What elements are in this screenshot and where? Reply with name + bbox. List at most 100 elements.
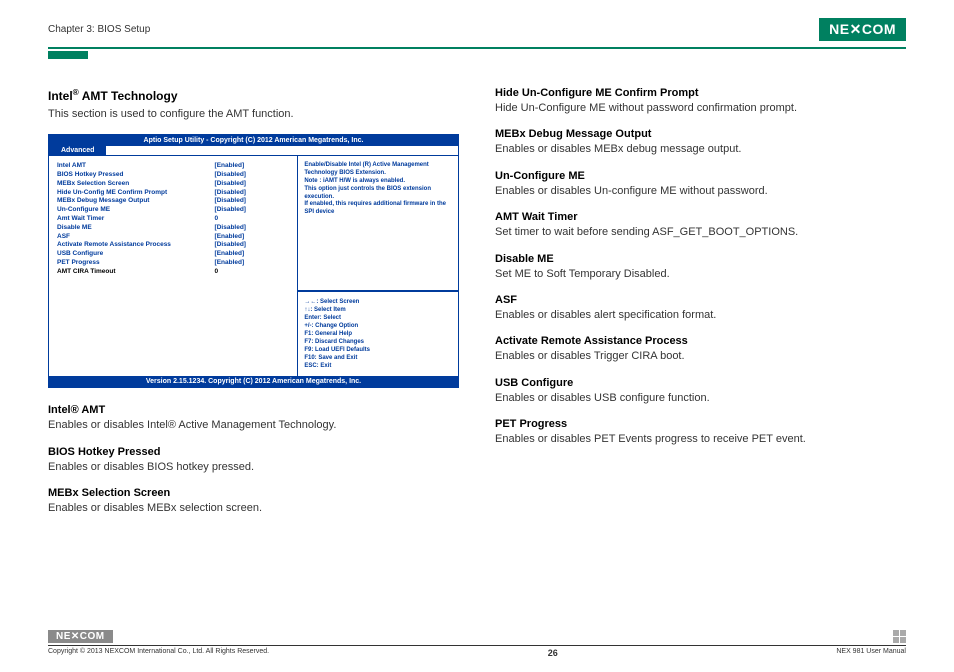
- bios-label: ASF: [57, 233, 215, 242]
- bios-label: MEBx Selection Screen: [57, 180, 215, 189]
- section-title: Intel® AMT Technology: [48, 87, 459, 103]
- desc-title: AMT Wait Timer: [495, 211, 906, 223]
- logo-text: NE✕COM: [819, 18, 906, 41]
- bios-row: BIOS Hotkey Pressed[Disabled]: [57, 171, 293, 180]
- bios-value: [Enabled]: [215, 259, 294, 268]
- desc-text: Enables or disables MEBx selection scree…: [48, 501, 459, 516]
- bios-row: Amt Wait Timer0: [57, 215, 293, 224]
- bios-box: Aptio Setup Utility - Copyright (C) 2012…: [48, 134, 459, 388]
- desc-title: Activate Remote Assistance Process: [495, 335, 906, 347]
- desc-block: Activate Remote Assistance Process Enable…: [495, 335, 906, 364]
- bios-label: MEBx Debug Message Output: [57, 197, 215, 206]
- bios-value: [Enabled]: [215, 250, 294, 259]
- desc-text: Set ME to Soft Temporary Disabled.: [495, 267, 906, 282]
- desc-title: Disable ME: [495, 253, 906, 265]
- desc-block: Un-Configure ME Enables or disables Un-co…: [495, 170, 906, 199]
- desc-title: BIOS Hotkey Pressed: [48, 446, 459, 458]
- header-rule: [48, 47, 906, 49]
- desc-title: ASF: [495, 294, 906, 306]
- desc-block: Hide Un-Configure ME Confirm Prompt Hide …: [495, 87, 906, 116]
- desc-block: Disable ME Set ME to Soft Temporary Disab…: [495, 253, 906, 282]
- bios-row: Hide Un-Config ME Confirm Prompt[Disable…: [57, 189, 293, 198]
- bios-footer: Version 2.15.1234. Copyright (C) 2012 Am…: [49, 376, 458, 387]
- bios-label: BIOS Hotkey Pressed: [57, 171, 215, 180]
- bios-row: PET Progress[Enabled]: [57, 259, 293, 268]
- bios-row: AMT CIRA Timeout0: [57, 268, 293, 277]
- bios-row: USB Configure[Enabled]: [57, 250, 293, 259]
- desc-title: Intel® AMT: [48, 404, 459, 416]
- bios-right: Enable/Disable Intel (R) Active Manageme…: [298, 156, 458, 376]
- desc-text: Enables or disables Intel® Active Manage…: [48, 418, 459, 433]
- page: Chapter 3: BIOS Setup NE✕COM Intel® AMT …: [0, 0, 954, 529]
- desc-block: ASFEnables or disables alert specificati…: [495, 294, 906, 323]
- logo: NE✕COM: [819, 18, 906, 41]
- desc-title: MEBx Debug Message Output: [495, 128, 906, 140]
- footer-row: Copyright © 2013 NEXCOM International Co…: [48, 648, 906, 658]
- footer-logo-row: NE✕COM: [48, 630, 906, 643]
- desc-text: Enables or disables Un-configure ME with…: [495, 184, 906, 199]
- bios-row: Intel AMT[Enabled]: [57, 162, 293, 171]
- bios-label: Un-Configure ME: [57, 206, 215, 215]
- bios-divider: [298, 290, 458, 292]
- desc-text: Enables or disables BIOS hotkey pressed.: [48, 460, 459, 475]
- bios-row: Disable ME[Disabled]: [57, 224, 293, 233]
- bios-row: MEBx Selection Screen[Disabled]: [57, 180, 293, 189]
- desc-block: MEBx Debug Message Output Enables or disa…: [495, 128, 906, 157]
- footer: NE✕COM Copyright © 2013 NEXCOM Internati…: [48, 630, 906, 658]
- desc-text: Enables or disables USB configure functi…: [495, 391, 906, 406]
- desc-block: Intel® AMT Enables or disables Intel® Act…: [48, 404, 459, 433]
- left-column: Intel® AMT Technology This section is us…: [48, 87, 459, 529]
- page-number: 26: [548, 648, 558, 658]
- footer-rule: [48, 645, 906, 646]
- chapter-title: Chapter 3: BIOS Setup: [48, 24, 150, 35]
- bios-label: Amt Wait Timer: [57, 215, 215, 224]
- bios-row: Activate Remote Assistance Process[Disab…: [57, 241, 293, 250]
- bios-label: Hide Un-Config ME Confirm Prompt: [57, 189, 215, 198]
- bios-body: Intel AMT[Enabled]BIOS Hotkey Pressed[Di…: [49, 156, 458, 376]
- bios-label: USB Configure: [57, 250, 215, 259]
- bios-value: [Disabled]: [215, 189, 294, 198]
- bios-tabs: Advanced: [49, 146, 458, 156]
- desc-title: Un-Configure ME: [495, 170, 906, 182]
- copyright: Copyright © 2013 NEXCOM International Co…: [48, 648, 269, 658]
- content: Intel® AMT Technology This section is us…: [48, 87, 906, 529]
- section-desc: This section is used to configure the AM…: [48, 107, 459, 122]
- desc-title: USB Configure: [495, 377, 906, 389]
- desc-text: Enables or disables Trigger CIRA boot.: [495, 349, 906, 364]
- bios-tab-advanced: Advanced: [49, 146, 106, 155]
- bios-label: Activate Remote Assistance Process: [57, 241, 215, 250]
- bios-label: PET Progress: [57, 259, 215, 268]
- footer-logo: NE✕COM: [48, 630, 113, 643]
- bios-label: Disable ME: [57, 224, 215, 233]
- left-blocks: Intel® AMT Enables or disables Intel® Act…: [48, 404, 459, 516]
- manual-name: NEX 981 User Manual: [836, 648, 906, 658]
- desc-text: Hide Un-Configure ME without password co…: [495, 101, 906, 116]
- bios-value: [Enabled]: [215, 233, 294, 242]
- bios-label: Intel AMT: [57, 162, 215, 171]
- bios-help: Enable/Disable Intel (R) Active Manageme…: [304, 162, 452, 284]
- bios-value: [Disabled]: [215, 206, 294, 215]
- bios-value: [Disabled]: [215, 180, 294, 189]
- bios-value: [Disabled]: [215, 197, 294, 206]
- bios-value: [Disabled]: [215, 224, 294, 233]
- desc-block: AMT Wait Timer Set timer to wait before s…: [495, 211, 906, 240]
- bios-title: Aptio Setup Utility - Copyright (C) 2012…: [49, 135, 458, 146]
- right-blocks: Hide Un-Configure ME Confirm Prompt Hide …: [495, 87, 906, 448]
- desc-title: PET Progress: [495, 418, 906, 430]
- desc-title: Hide Un-Configure ME Confirm Prompt: [495, 87, 906, 99]
- bios-left: Intel AMT[Enabled]BIOS Hotkey Pressed[Di…: [49, 156, 298, 376]
- desc-text: Enables or disables PET Events progress …: [495, 432, 906, 447]
- bios-value: [Disabled]: [215, 241, 294, 250]
- desc-text: Set timer to wait before sending ASF_GET…: [495, 225, 906, 240]
- right-column: Hide Un-Configure ME Confirm Prompt Hide …: [495, 87, 906, 529]
- desc-text: Enables or disables MEBx debug message o…: [495, 142, 906, 157]
- bios-keys: →←: Select Screen↑↓: Select ItemEnter: S…: [304, 298, 452, 371]
- header-row: Chapter 3: BIOS Setup NE✕COM: [48, 18, 906, 41]
- green-tab: [48, 51, 88, 59]
- desc-block: PET Progress Enables or disables PET Even…: [495, 418, 906, 447]
- bios-value: 0: [215, 268, 294, 277]
- desc-block: BIOS Hotkey Pressed Enables or disables B…: [48, 446, 459, 475]
- bios-value: 0: [215, 215, 294, 224]
- bios-label: AMT CIRA Timeout: [57, 268, 215, 277]
- footer-squares-icon: [893, 630, 906, 643]
